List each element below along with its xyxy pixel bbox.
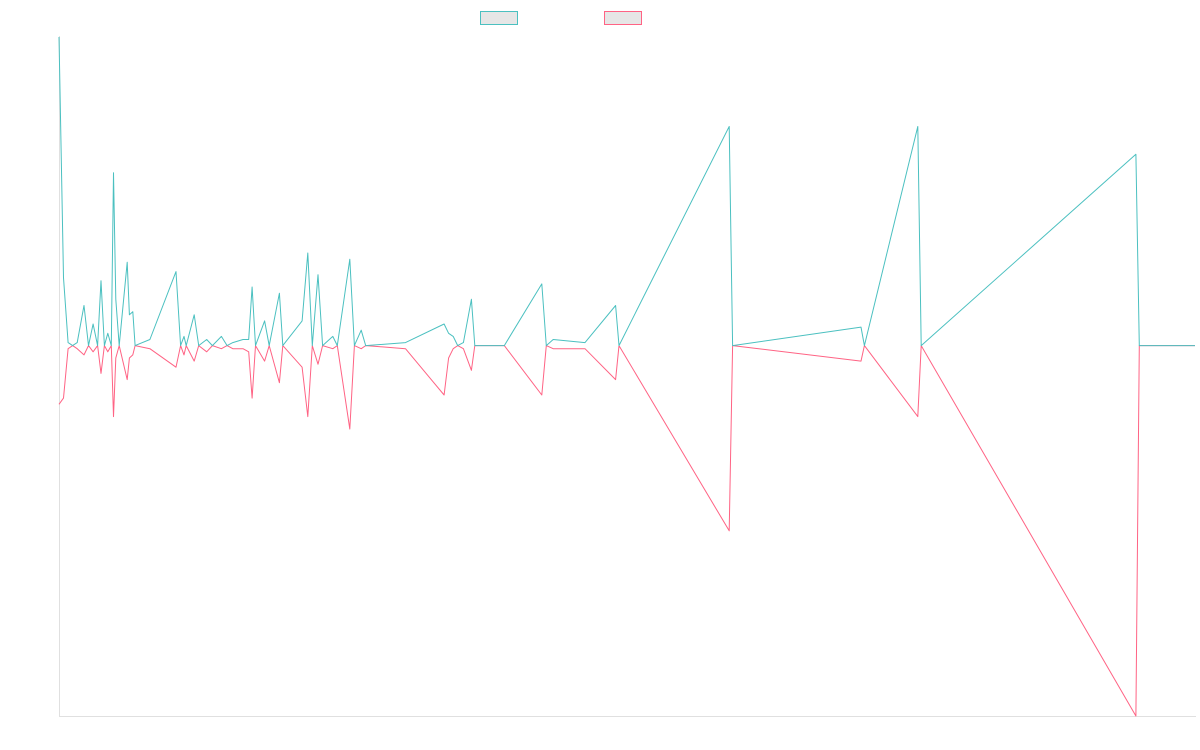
legend-swatch-series-1 (480, 11, 518, 25)
legend-item-series-1[interactable] (480, 9, 524, 27)
legend (0, 9, 1200, 27)
series-layer (58, 36, 1195, 717)
series-line-1 (58, 36, 1195, 347)
legend-swatch-series-2 (604, 11, 642, 25)
legend-item-series-2[interactable] (604, 9, 648, 27)
series-line-2 (58, 345, 1195, 717)
